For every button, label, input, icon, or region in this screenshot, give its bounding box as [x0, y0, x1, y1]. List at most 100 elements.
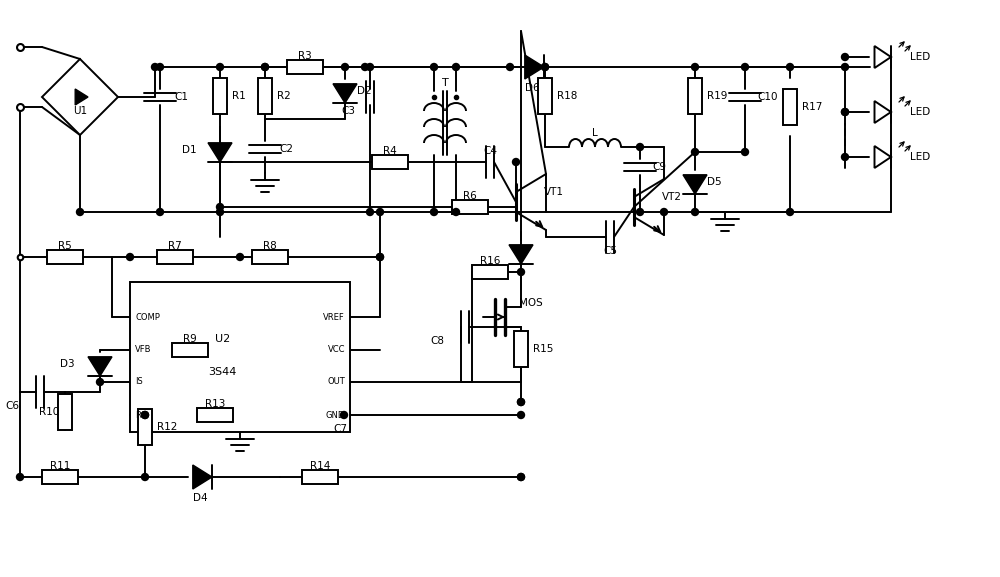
Polygon shape: [88, 357, 112, 376]
Polygon shape: [874, 101, 891, 123]
Text: GND: GND: [326, 410, 345, 419]
Bar: [138, 409, 152, 445]
Text: R3: R3: [298, 51, 312, 61]
Text: L: L: [592, 128, 598, 138]
Bar: [452, 200, 488, 214]
Text: R9: R9: [183, 334, 197, 344]
Text: C8: C8: [430, 336, 444, 346]
Text: U2: U2: [215, 334, 230, 344]
Text: C6: C6: [5, 401, 19, 411]
Circle shape: [340, 411, 348, 418]
Circle shape: [342, 63, 349, 70]
Text: T: T: [442, 78, 448, 88]
Circle shape: [376, 208, 384, 215]
Circle shape: [142, 474, 148, 481]
Bar: [252, 250, 288, 264]
Polygon shape: [333, 84, 357, 103]
Circle shape: [216, 208, 224, 215]
Circle shape: [507, 63, 514, 70]
Circle shape: [142, 411, 148, 418]
Text: R19: R19: [707, 91, 727, 101]
Circle shape: [366, 63, 374, 70]
Circle shape: [430, 208, 438, 215]
Circle shape: [692, 63, 698, 70]
Polygon shape: [509, 245, 533, 264]
Bar: [42, 470, 78, 484]
Circle shape: [542, 63, 548, 70]
Circle shape: [216, 63, 224, 70]
Bar: [472, 265, 508, 279]
Circle shape: [842, 108, 848, 115]
Circle shape: [542, 63, 548, 70]
Circle shape: [637, 208, 644, 215]
Bar: [783, 89, 797, 125]
Text: R16: R16: [480, 256, 500, 266]
Text: R12: R12: [157, 422, 177, 432]
Text: C7: C7: [333, 424, 347, 434]
Text: C9: C9: [652, 162, 666, 172]
Text: IS: IS: [135, 377, 143, 387]
Text: R18: R18: [557, 91, 577, 101]
Text: R13: R13: [205, 399, 225, 409]
Text: VREF: VREF: [323, 313, 345, 321]
Bar: [258, 78, 272, 114]
Text: C3: C3: [341, 106, 355, 116]
Text: COMP: COMP: [135, 313, 160, 321]
Text: R11: R11: [50, 461, 70, 471]
Circle shape: [842, 108, 848, 115]
Bar: [58, 394, 72, 430]
Circle shape: [518, 399, 524, 406]
Text: LED: LED: [910, 107, 930, 117]
Text: RC: RC: [135, 410, 146, 419]
Circle shape: [512, 159, 520, 166]
Text: R8: R8: [263, 241, 277, 251]
Circle shape: [660, 208, 668, 215]
Polygon shape: [874, 146, 891, 168]
Polygon shape: [75, 89, 88, 105]
Circle shape: [742, 148, 748, 155]
Text: D6: D6: [525, 83, 539, 93]
Text: C4: C4: [483, 146, 497, 156]
Text: R1: R1: [232, 91, 246, 101]
Text: U1: U1: [73, 106, 87, 116]
Text: R10: R10: [39, 407, 59, 417]
Circle shape: [362, 63, 368, 70]
Circle shape: [518, 411, 524, 418]
Bar: [130, 282, 350, 432]
Circle shape: [216, 204, 224, 211]
Text: VCC: VCC: [328, 346, 345, 354]
Circle shape: [430, 63, 438, 70]
Text: R2: R2: [277, 91, 291, 101]
Text: R7: R7: [168, 241, 182, 251]
Circle shape: [262, 63, 268, 70]
Bar: [538, 78, 552, 114]
Circle shape: [76, 208, 84, 215]
Circle shape: [692, 148, 698, 155]
Text: C2: C2: [279, 144, 293, 154]
Text: LED: LED: [910, 52, 930, 62]
Text: C1: C1: [174, 92, 188, 102]
Text: C5: C5: [603, 246, 617, 256]
Bar: [213, 78, 227, 114]
Text: LED: LED: [910, 152, 930, 162]
Text: C10: C10: [757, 92, 778, 102]
Bar: [372, 155, 408, 169]
Circle shape: [518, 474, 524, 481]
Circle shape: [142, 411, 148, 418]
Circle shape: [376, 253, 384, 260]
Circle shape: [366, 208, 374, 215]
Bar: [172, 343, 208, 357]
Text: VT1: VT1: [544, 187, 564, 197]
Polygon shape: [525, 55, 544, 79]
Polygon shape: [208, 143, 232, 162]
Circle shape: [262, 63, 268, 70]
Circle shape: [376, 253, 384, 260]
Circle shape: [518, 268, 524, 275]
Bar: [287, 60, 323, 74]
Text: D4: D4: [193, 493, 207, 503]
Bar: [197, 408, 233, 422]
Circle shape: [452, 63, 460, 70]
Circle shape: [518, 474, 524, 481]
Circle shape: [452, 208, 460, 215]
Bar: [47, 250, 83, 264]
